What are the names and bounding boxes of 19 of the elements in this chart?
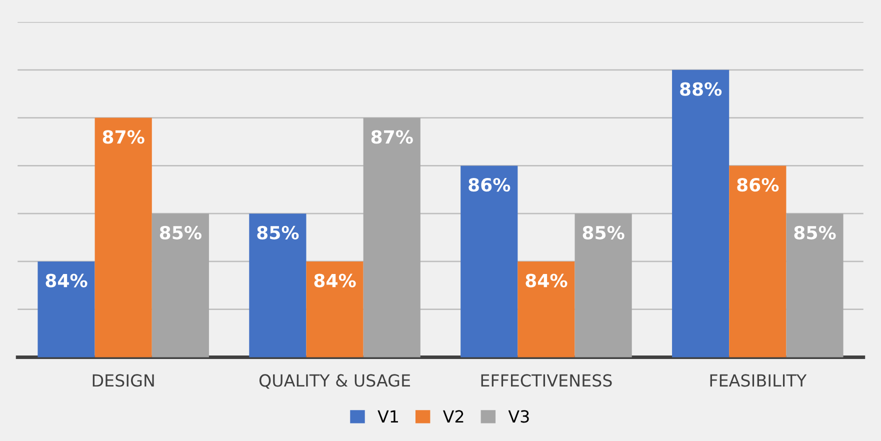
- data-label: 84%: [526, 274, 568, 288]
- data-label: 85%: [160, 226, 202, 240]
- data-label: 87%: [371, 130, 413, 144]
- data-label: 85%: [794, 226, 836, 240]
- legend-label: V1: [378, 410, 398, 423]
- data-label: 84%: [314, 274, 356, 288]
- data-label: 84%: [46, 274, 88, 288]
- data-label: 87%: [102, 130, 144, 144]
- x-tick-label: FEASIBILITY: [710, 374, 807, 387]
- x-tick-label: EFFECTIVENESS: [481, 374, 612, 387]
- data-label: 85%: [582, 226, 624, 240]
- x-tick-label: DESIGN: [92, 374, 154, 387]
- data-label: 86%: [737, 178, 779, 192]
- x-tick-label: QUALITY & USAGE: [259, 374, 410, 389]
- data-label: 85%: [257, 226, 299, 240]
- data-label: 88%: [680, 82, 722, 96]
- legend-label: V3: [508, 410, 529, 423]
- legend-label: V2: [442, 410, 464, 423]
- data-label: 86%: [468, 178, 510, 192]
